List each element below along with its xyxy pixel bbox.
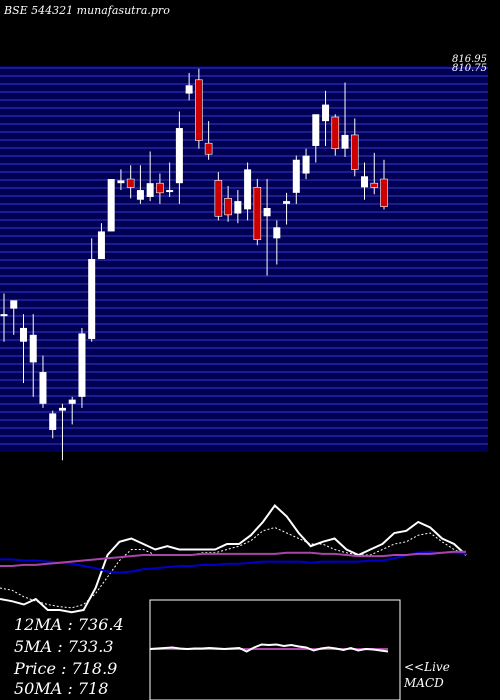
candle-up [361, 176, 369, 188]
candle-up [273, 227, 281, 239]
chart-header: BSE 544321 munafasutra.pro [4, 4, 170, 17]
ma-line-12ma [0, 526, 467, 609]
candle-up [29, 334, 37, 363]
ma50-readout: 50MA : 718 [14, 679, 109, 698]
macd-label: MACD [404, 676, 444, 690]
ma50-label: 50MA [14, 679, 63, 698]
candle-up [244, 169, 252, 210]
candle-down [224, 198, 232, 216]
candle-up [234, 201, 242, 214]
candle-up [263, 207, 271, 217]
ma12-label: 12MA [14, 615, 63, 634]
ticker-symbol: BSE 544321 [4, 4, 74, 17]
candle-down [380, 178, 388, 207]
macd-panel [149, 643, 389, 653]
candle-up [39, 372, 47, 404]
candle-up [49, 413, 57, 430]
ma50-value: 718 [77, 679, 109, 698]
site-name: munafasutra.pro [76, 4, 170, 17]
ma-line-long [0, 550, 466, 567]
candle-up [58, 407, 66, 411]
candle-down [214, 180, 223, 217]
ma12-readout: 12MA : 736.4 [14, 615, 124, 634]
candle-down [204, 142, 213, 155]
macd-line-macd [149, 643, 389, 653]
candle-up [10, 300, 18, 309]
candle-up [302, 155, 310, 174]
candle-up [136, 190, 144, 200]
candle-down [126, 178, 135, 188]
candle-up [322, 104, 330, 122]
candle-down [350, 134, 359, 170]
ma-line-5ma [0, 504, 467, 614]
moving-average-panel [0, 504, 467, 614]
candle-up [68, 399, 76, 404]
candle-up [88, 259, 96, 339]
candle-down [370, 182, 379, 188]
candle-up [292, 159, 300, 193]
candle-up [0, 314, 8, 317]
candle-down [156, 182, 164, 194]
candle-up [117, 180, 125, 184]
ma-line-50ma [0, 550, 467, 574]
candle-down [331, 116, 340, 150]
ma12-value: 736.4 [77, 615, 124, 634]
price-tick-label: 810.75 [452, 63, 487, 74]
live-label: <<Live [404, 660, 450, 674]
candle-down [195, 79, 203, 141]
ma5-readout: 5MA : 733.3 [14, 637, 114, 656]
candle-up [166, 190, 174, 193]
price-readout: Price : 718.9 [14, 659, 118, 678]
candle-up [78, 333, 86, 397]
candle-up [341, 134, 349, 149]
candle-up [107, 179, 115, 232]
price-value: 718.9 [71, 659, 118, 678]
candle-up [19, 327, 27, 342]
candle-up [185, 85, 193, 94]
candle-up [283, 201, 291, 204]
ma5-label: 5MA [14, 637, 53, 656]
candle-down [253, 187, 262, 241]
candle-up [312, 114, 320, 146]
price-gridlines [0, 67, 488, 445]
candle-up [175, 128, 183, 184]
candlestick-series [0, 68, 388, 461]
candle-up [146, 183, 154, 197]
price-tick-label: 816.95 [452, 54, 487, 65]
price-label: Price [14, 659, 56, 678]
ma5-value: 733.3 [67, 637, 114, 656]
candle-up [97, 231, 105, 259]
